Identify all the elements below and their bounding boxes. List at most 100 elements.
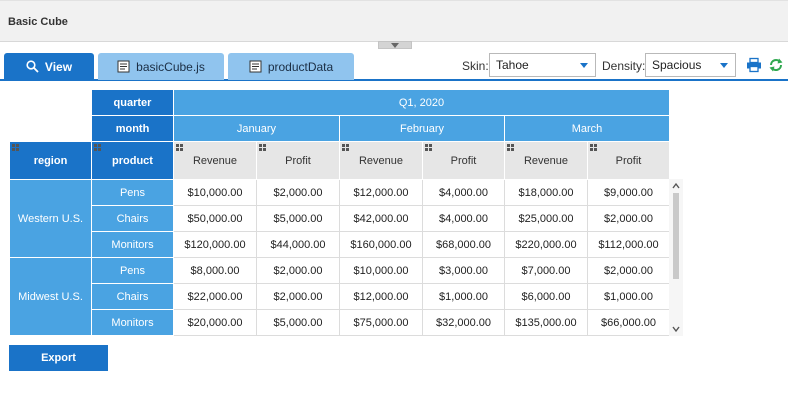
measure-header[interactable]: Revenue	[504, 141, 588, 180]
product-label: product	[112, 154, 153, 167]
search-icon	[26, 60, 39, 73]
measure-label: Profit	[615, 154, 642, 167]
data-cell[interactable]: $220,000.00	[504, 231, 588, 258]
skin-select[interactable]: Tahoe	[489, 53, 596, 77]
window-title: Basic Cube	[8, 16, 68, 28]
row-header-product[interactable]: Pens	[91, 179, 174, 206]
row-header-product[interactable]: Monitors	[91, 231, 174, 258]
data-cell[interactable]: $5,000.00	[256, 205, 340, 232]
tab-basiccube-js[interactable]: basicCube.js	[98, 53, 224, 80]
measure-header[interactable]: Profit	[422, 141, 505, 180]
scrollbar-thumb[interactable]	[673, 193, 679, 279]
data-cell[interactable]: $50,000.00	[173, 205, 257, 232]
measure-label: Profit	[285, 154, 311, 167]
row-header-product[interactable]: Chairs	[91, 283, 174, 310]
data-cell[interactable]: $6,000.00	[504, 283, 588, 310]
data-cell[interactable]: $2,000.00	[256, 283, 340, 310]
grid-icon	[342, 144, 350, 152]
data-cell[interactable]: $120,000.00	[173, 231, 257, 258]
printer-icon[interactable]	[746, 57, 762, 73]
data-cell[interactable]: $4,000.00	[422, 205, 505, 232]
row-dim-product-label[interactable]: product	[91, 141, 174, 180]
data-cell[interactable]: $12,000.00	[339, 283, 423, 310]
data-cell[interactable]: $22,000.00	[173, 283, 257, 310]
table-row: Chairs $22,000.00 $2,000.00 $12,000.00 $…	[10, 283, 670, 310]
data-cell[interactable]: $3,000.00	[422, 257, 505, 284]
data-cell[interactable]: $75,000.00	[339, 309, 423, 336]
column-dim-quarter-label[interactable]: quarter	[91, 89, 174, 116]
data-cell[interactable]: $18,000.00	[504, 179, 588, 206]
density-label: Density:	[602, 59, 646, 73]
measure-header[interactable]: Profit	[256, 141, 340, 180]
measure-header[interactable]: Profit	[587, 141, 670, 180]
data-cell[interactable]: $135,000.00	[504, 309, 588, 336]
pivot-grid: quarter Q1, 2020 month January February …	[9, 89, 670, 336]
column-header-month[interactable]: January	[173, 115, 340, 142]
density-select[interactable]: Spacious	[645, 53, 736, 77]
grid-icon	[176, 144, 184, 152]
data-cell[interactable]: $1,000.00	[422, 283, 505, 310]
data-cell[interactable]: $42,000.00	[339, 205, 423, 232]
data-cell[interactable]: $10,000.00	[339, 257, 423, 284]
export-button[interactable]: Export	[9, 345, 108, 371]
chevron-down-icon	[391, 43, 399, 48]
row-header-product[interactable]: Monitors	[91, 309, 174, 336]
data-cell[interactable]: $5,000.00	[256, 309, 340, 336]
data-cell[interactable]: $160,000.00	[339, 231, 423, 258]
table-row: Monitors $120,000.00 $44,000.00 $160,000…	[10, 231, 670, 258]
data-cell[interactable]: $2,000.00	[587, 257, 670, 284]
document-icon	[249, 60, 262, 73]
row-header-product[interactable]: Chairs	[91, 205, 174, 232]
corner-blank	[10, 90, 92, 116]
tab-view[interactable]: View	[4, 53, 94, 80]
data-cell[interactable]: $2,000.00	[587, 205, 670, 232]
corner-blank	[10, 116, 92, 142]
data-cell[interactable]: $8,000.00	[173, 257, 257, 284]
data-cell[interactable]: $68,000.00	[422, 231, 505, 258]
data-cell[interactable]: $12,000.00	[339, 179, 423, 206]
column-dim-month-label[interactable]: month	[91, 115, 174, 142]
row-header-region[interactable]: Western U.S.	[9, 179, 92, 258]
skin-value: Tahoe	[496, 58, 529, 72]
data-cell[interactable]: $112,000.00	[587, 231, 670, 258]
column-header-month[interactable]: March	[504, 115, 670, 142]
table-row: Western U.S. Pens $10,000.00 $2,000.00 $…	[9, 179, 670, 258]
data-cell[interactable]: $32,000.00	[422, 309, 505, 336]
measure-header[interactable]: Revenue	[339, 141, 423, 180]
measure-header[interactable]: Revenue	[173, 141, 257, 180]
data-cell[interactable]: $10,000.00	[173, 179, 257, 206]
measure-label: Revenue	[358, 154, 404, 167]
table-row: Monitors $20,000.00 $5,000.00 $75,000.00…	[10, 309, 670, 336]
data-cell[interactable]: $7,000.00	[504, 257, 588, 284]
table-row: Chairs $50,000.00 $5,000.00 $42,000.00 $…	[10, 205, 670, 232]
region-label: region	[33, 154, 68, 167]
grid-icon	[259, 144, 267, 152]
data-cell[interactable]: $44,000.00	[256, 231, 340, 258]
refresh-icon[interactable]	[768, 57, 784, 73]
chevron-up-icon[interactable]	[672, 182, 680, 190]
row-header-region[interactable]: Midwest U.S.	[9, 257, 92, 336]
chevron-down-icon[interactable]	[672, 325, 680, 333]
collapse-splitter[interactable]	[378, 41, 412, 49]
column-header-month[interactable]: February	[339, 115, 505, 142]
vertical-scrollbar[interactable]	[669, 179, 683, 336]
row-header-product[interactable]: Pens	[91, 257, 174, 284]
tab-view-label: View	[44, 59, 73, 74]
data-cell[interactable]: $2,000.00	[256, 179, 340, 206]
row-dim-region-label[interactable]: region	[9, 141, 92, 180]
data-cell[interactable]: $9,000.00	[587, 179, 670, 206]
data-cell[interactable]: $2,000.00	[256, 257, 340, 284]
drag-handle-icon	[94, 144, 102, 152]
tab-productdata[interactable]: productData	[228, 53, 354, 80]
data-cell[interactable]: $25,000.00	[504, 205, 588, 232]
tab-bar: View basicCube.js productData Skin: Taho…	[0, 51, 788, 81]
column-header-quarter[interactable]: Q1, 2020	[173, 89, 670, 116]
data-cell[interactable]: $4,000.00	[422, 179, 505, 206]
document-icon	[117, 60, 130, 73]
data-cell[interactable]: $20,000.00	[173, 309, 257, 336]
chevron-down-icon	[580, 63, 588, 68]
export-button-label: Export	[41, 352, 76, 364]
data-cell[interactable]: $66,000.00	[587, 309, 670, 336]
density-value: Spacious	[652, 58, 702, 72]
data-cell[interactable]: $1,000.00	[587, 283, 670, 310]
